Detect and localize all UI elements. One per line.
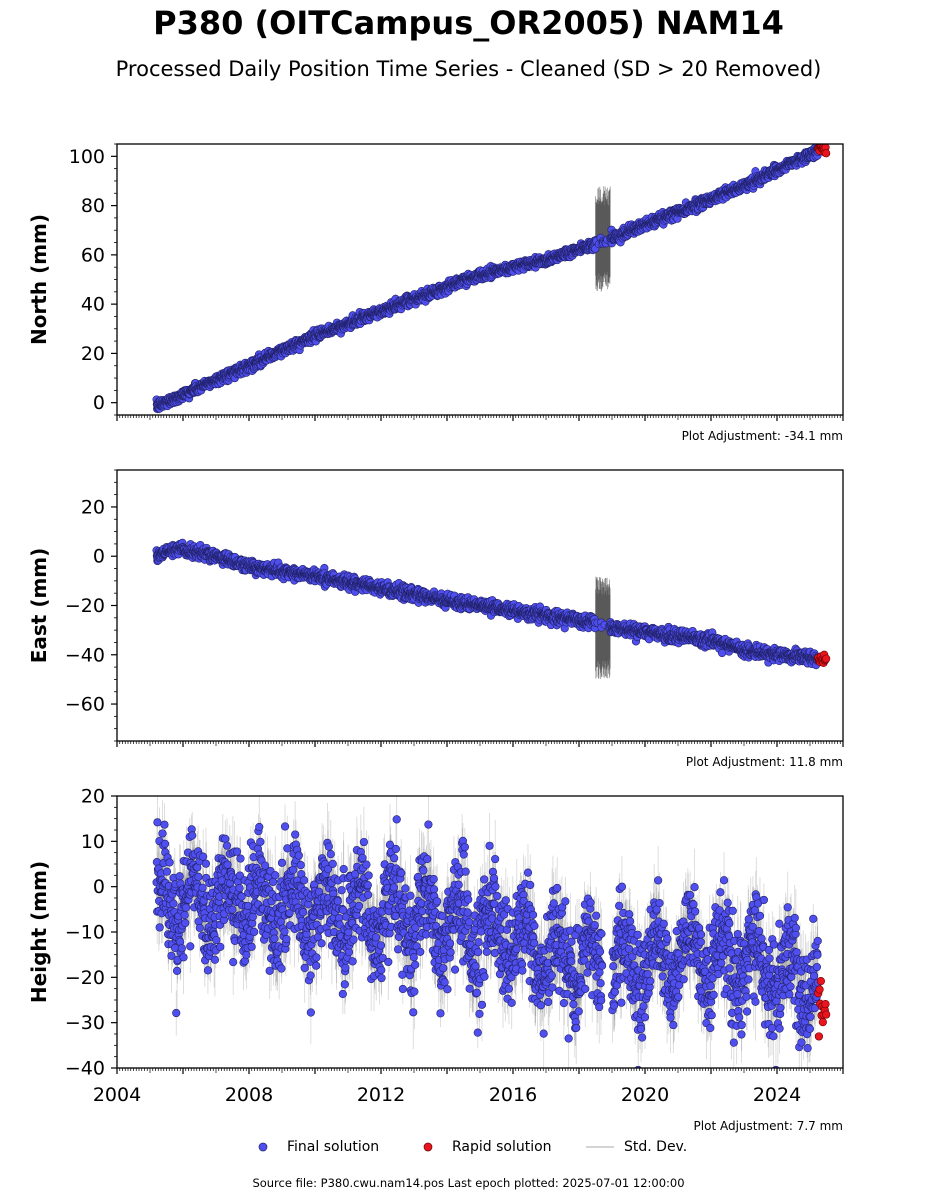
chart-subtitle: Processed Daily Position Time Series - C…	[115, 57, 822, 81]
y-axis-label: North (mm)	[27, 214, 51, 345]
chart-title: P380 (OITCampus_OR2005) NAM14	[153, 4, 784, 42]
plot-area-0	[152, 144, 831, 414]
rapid-points-0	[814, 144, 831, 158]
rapid-point	[822, 149, 831, 158]
y-tick-label: 20	[81, 343, 105, 365]
y-tick-label: 60	[81, 244, 105, 266]
y-tick-label: 40	[81, 294, 105, 316]
panel-0: 0 20 40 60 80 100 North (mm) Plot Adjustment: -…	[27, 143, 844, 443]
y-tick-label: 80	[81, 195, 105, 217]
plot-area-1	[152, 538, 831, 679]
y-tick-label: 100	[69, 146, 105, 168]
final-points-0	[152, 144, 823, 414]
y-tick-label: 0	[93, 392, 105, 414]
plot-adjustment-label: Plot Adjustment: -34.1 mm	[682, 429, 843, 443]
